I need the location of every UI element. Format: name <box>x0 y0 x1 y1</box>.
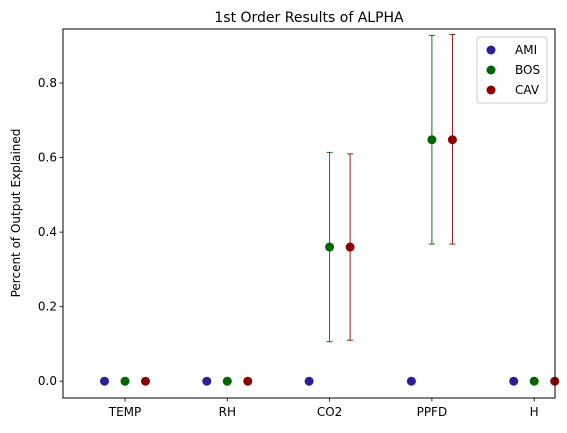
data-point <box>427 135 436 144</box>
y-tick-label: 0.4 <box>38 225 57 239</box>
legend-marker <box>487 66 496 75</box>
x-tick-label: RH <box>219 405 236 419</box>
y-axis: 0.0 0.2 0.4 0.6 0.8 <box>38 76 63 388</box>
data-point <box>448 135 457 144</box>
data-point <box>305 377 314 386</box>
legend-label: CAV <box>515 83 540 97</box>
y-axis-label: Percent of Output Explained <box>9 129 23 298</box>
x-tick-label: TEMP <box>108 405 142 419</box>
data-point <box>141 377 150 386</box>
data-point <box>243 377 252 386</box>
data-point <box>325 243 334 252</box>
x-tick-label: H <box>530 405 539 419</box>
legend-label: AMI <box>515 43 537 57</box>
y-tick-label: 0.8 <box>38 76 57 90</box>
x-axis: TEMP RH CO2 PPFD H <box>108 398 539 419</box>
data-point <box>100 377 109 386</box>
data-point <box>346 243 355 252</box>
data-point <box>121 377 130 386</box>
legend-label: BOS <box>515 63 540 77</box>
legend: AMI BOS CAV <box>477 37 547 103</box>
x-tick-label: CO2 <box>317 405 342 419</box>
y-tick-label: 0.0 <box>38 374 57 388</box>
legend-marker <box>487 86 496 95</box>
legend-marker <box>487 46 496 55</box>
y-tick-label: 0.6 <box>38 151 57 165</box>
chart-title: 1st Order Results of ALPHA <box>214 10 404 26</box>
data-point <box>202 377 211 386</box>
x-tick-label: PPFD <box>417 405 448 419</box>
y-tick-label: 0.2 <box>38 300 57 314</box>
data-point <box>530 377 539 386</box>
data-point <box>407 377 416 386</box>
data-point <box>509 377 518 386</box>
data-point <box>223 377 232 386</box>
